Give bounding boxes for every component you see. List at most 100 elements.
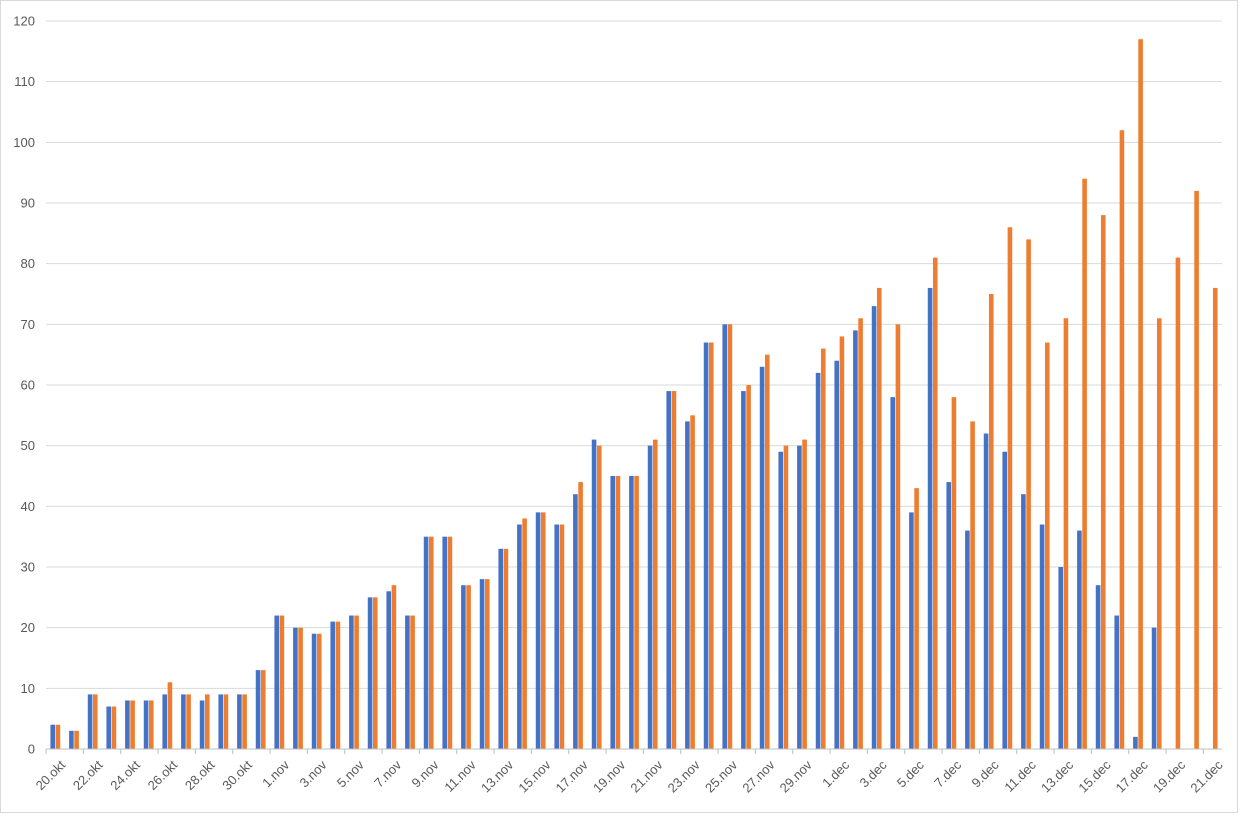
x-tick-label: 1.nov bbox=[259, 757, 292, 790]
bar bbox=[1119, 130, 1125, 749]
x-tick-label: 17.nov bbox=[553, 757, 592, 796]
bar bbox=[517, 524, 522, 749]
y-tick-label: 70 bbox=[21, 317, 35, 332]
bar bbox=[405, 615, 410, 749]
bar bbox=[391, 585, 397, 749]
bar bbox=[951, 397, 957, 749]
bar bbox=[162, 694, 168, 749]
bar bbox=[1114, 615, 1120, 749]
bar bbox=[946, 482, 952, 749]
bar bbox=[1138, 39, 1143, 749]
bar bbox=[610, 476, 616, 749]
bar bbox=[167, 682, 173, 749]
bar bbox=[479, 579, 485, 749]
bar bbox=[671, 391, 677, 749]
bar bbox=[591, 439, 597, 749]
bar bbox=[466, 585, 471, 749]
bar bbox=[1156, 318, 1162, 749]
bar bbox=[815, 372, 821, 749]
bar bbox=[634, 476, 639, 749]
y-tick-label: 90 bbox=[21, 196, 35, 211]
x-tick-label: 23.nov bbox=[665, 757, 704, 796]
x-tick-label: 9.nov bbox=[408, 757, 441, 790]
x-tick-label: 11.dec bbox=[1001, 757, 1039, 795]
y-tick-label: 40 bbox=[21, 499, 35, 514]
bar bbox=[349, 615, 354, 749]
bar bbox=[181, 694, 186, 749]
bar bbox=[335, 621, 341, 749]
bar bbox=[498, 548, 504, 749]
bar bbox=[316, 633, 322, 749]
x-tick-label: 29.nov bbox=[777, 757, 816, 796]
bar bbox=[461, 585, 466, 749]
bar bbox=[764, 354, 770, 749]
bar bbox=[1194, 190, 1199, 749]
bar bbox=[876, 287, 882, 749]
bar bbox=[988, 294, 994, 749]
x-tick-label: 28.okt bbox=[182, 757, 218, 793]
bar bbox=[1082, 178, 1087, 750]
x-tick-label: 13.dec bbox=[1038, 757, 1077, 796]
bar bbox=[932, 257, 938, 749]
bar bbox=[1077, 530, 1082, 749]
x-tick-label: 27.nov bbox=[739, 757, 778, 796]
bar bbox=[839, 336, 845, 749]
bar bbox=[87, 694, 93, 749]
bar bbox=[535, 512, 541, 749]
bar bbox=[690, 415, 695, 749]
x-tick-label: 19.dec bbox=[1150, 757, 1189, 796]
bar bbox=[74, 730, 79, 749]
bar bbox=[578, 482, 583, 749]
bar bbox=[1007, 227, 1013, 749]
bar bbox=[746, 385, 751, 749]
bar bbox=[410, 615, 415, 749]
bar bbox=[1100, 215, 1106, 749]
bar bbox=[895, 324, 901, 749]
bar bbox=[778, 451, 784, 749]
x-tick-label: 24.okt bbox=[107, 757, 143, 793]
x-tick-label: 3.nov bbox=[296, 757, 329, 790]
bar bbox=[503, 548, 509, 749]
bar bbox=[1021, 494, 1026, 749]
x-tick-label: 7.dec bbox=[931, 757, 964, 790]
bar bbox=[186, 694, 191, 749]
bar bbox=[554, 524, 560, 749]
bar bbox=[820, 348, 826, 749]
bar bbox=[540, 512, 546, 749]
x-tick-label: 13.nov bbox=[478, 757, 517, 796]
bar bbox=[311, 633, 317, 749]
bar bbox=[1151, 627, 1157, 749]
bar bbox=[428, 536, 434, 749]
bar bbox=[871, 306, 877, 749]
x-tick-label: 5.nov bbox=[334, 757, 367, 790]
bar bbox=[685, 421, 690, 749]
bar bbox=[652, 439, 658, 749]
bar bbox=[274, 615, 280, 749]
bar bbox=[783, 445, 789, 749]
bar bbox=[143, 700, 149, 749]
y-tick-label: 10 bbox=[21, 681, 35, 696]
bar bbox=[484, 579, 490, 749]
bar bbox=[1063, 318, 1069, 749]
bar bbox=[1133, 736, 1138, 749]
bar bbox=[111, 706, 117, 749]
x-tick-label: 9.dec bbox=[968, 757, 1001, 790]
bar bbox=[522, 518, 527, 749]
bar bbox=[802, 439, 807, 749]
bar bbox=[223, 694, 229, 749]
y-tick-label: 80 bbox=[21, 256, 35, 271]
bar bbox=[423, 536, 429, 749]
x-tick-label: 26.okt bbox=[145, 757, 181, 793]
bar bbox=[1002, 451, 1008, 749]
bar bbox=[279, 615, 285, 749]
bar bbox=[1175, 257, 1181, 749]
bar bbox=[1058, 567, 1064, 749]
bar bbox=[55, 724, 61, 749]
x-tick-label: 15.dec bbox=[1075, 757, 1114, 796]
bar bbox=[130, 700, 135, 749]
bar bbox=[447, 536, 453, 749]
bar bbox=[330, 621, 336, 749]
bar bbox=[106, 706, 112, 749]
bar bbox=[573, 494, 578, 749]
